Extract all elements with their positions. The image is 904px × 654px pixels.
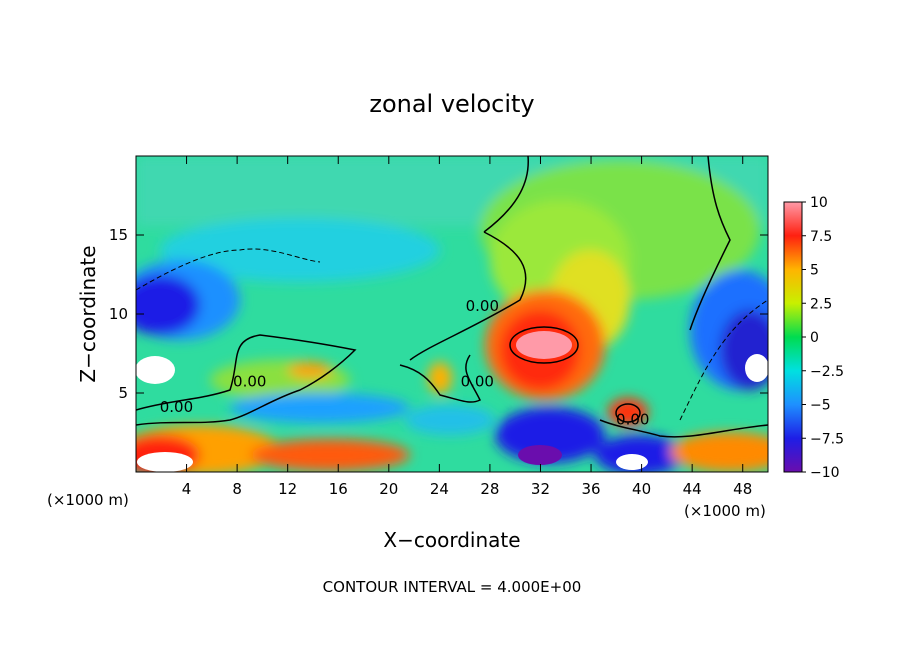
x-axis-ticks: 4 8 12 16 20 24 28 32 36 40 44 48 xyxy=(182,156,752,498)
y-axis-ticks: 5 10 15 xyxy=(109,226,768,402)
x-axis-label: X−coordinate xyxy=(383,528,520,552)
x-tick-label: 36 xyxy=(581,480,600,498)
x-tick-label: 12 xyxy=(278,480,297,498)
colorbar-tick-label: −2.5 xyxy=(810,364,844,380)
x-tick-label: 32 xyxy=(531,480,550,498)
x-axis-unit-left: (×1000 m) xyxy=(47,491,129,509)
x-tick-label: 20 xyxy=(379,480,398,498)
y-tick-label: 10 xyxy=(109,305,128,323)
colorbar-tick-label: 0 xyxy=(810,330,819,346)
colorbar-tick-label: −10 xyxy=(810,465,840,481)
colorbar-tick-label: 7.5 xyxy=(810,229,832,245)
velocity-field xyxy=(136,156,768,472)
contour-label: 0.00 xyxy=(233,373,266,391)
x-tick-label: 48 xyxy=(733,480,752,498)
colorbar-tick-label: 10 xyxy=(810,195,828,211)
x-tick-label: 28 xyxy=(480,480,499,498)
y-axis-label: Z−coordinate xyxy=(76,245,100,382)
contour-labels: 0.00 0.00 0.00 0.00 0.00 xyxy=(160,297,650,429)
contour-interval-footer: CONTOUR INTERVAL = 4.000E+00 xyxy=(323,578,582,596)
colorbar-ticks: 10 7.5 5 2.5 0 −2.5 −5 −7.5 −10 xyxy=(802,195,844,481)
contour-label: 0.00 xyxy=(616,411,649,429)
colorbar-tick-label: 5 xyxy=(810,263,819,279)
x-tick-label: 8 xyxy=(232,480,242,498)
colorbar-tick-label: −7.5 xyxy=(810,431,844,447)
colorbar-tick-label: 2.5 xyxy=(810,296,832,312)
x-tick-label: 4 xyxy=(182,480,192,498)
contour-label: 0.00 xyxy=(160,398,193,416)
x-tick-label: 44 xyxy=(683,480,702,498)
x-tick-label: 40 xyxy=(632,480,651,498)
y-tick-label: 15 xyxy=(109,226,128,244)
x-tick-label: 24 xyxy=(430,480,449,498)
colorbar-tick-label: −5 xyxy=(810,398,831,414)
y-tick-label: 5 xyxy=(118,384,128,402)
contour-label: 0.00 xyxy=(461,373,494,391)
x-axis-unit-right: (×1000 m) xyxy=(684,502,766,520)
contour-label: 0.00 xyxy=(466,297,499,315)
chart-title: zonal velocity xyxy=(369,90,534,118)
colorbar xyxy=(783,201,803,473)
x-tick-label: 16 xyxy=(329,480,348,498)
